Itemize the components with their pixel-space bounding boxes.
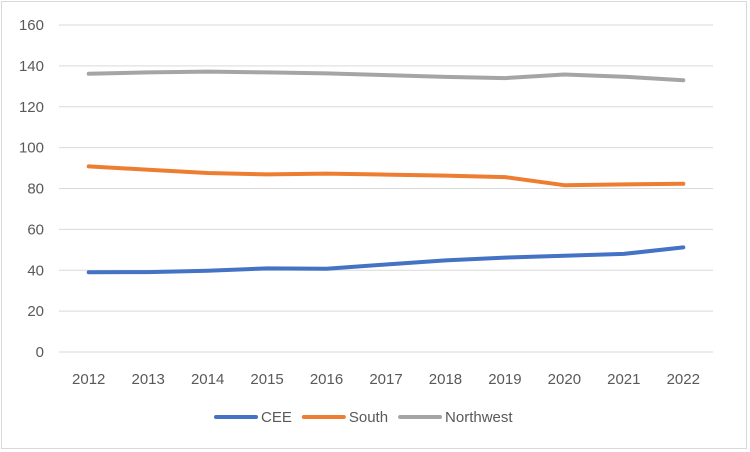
x-tick-label: 2016	[310, 371, 343, 388]
legend: CEE South Northwest	[214, 409, 513, 426]
y-tick-label: 160	[19, 17, 44, 34]
series-line-northwest	[86, 69, 686, 83]
x-tick-label: 2014	[191, 371, 224, 388]
x-tick-label: 2017	[369, 371, 402, 388]
x-tick-label: 2018	[429, 371, 462, 388]
x-tick-label: 2020	[548, 371, 581, 388]
x-axis-ticks: 2012 2013 2014 2015 2016 2017 2018 2019 2020 2021…	[72, 371, 700, 388]
series-line-south	[86, 164, 686, 188]
y-tick-label: 0	[36, 344, 44, 361]
y-tick-label: 40	[27, 262, 44, 279]
y-tick-label: 140	[19, 58, 44, 75]
x-tick-label: 2019	[488, 371, 521, 388]
series-lines	[86, 69, 686, 275]
x-tick-label: 2021	[607, 371, 640, 388]
x-tick-label: 2022	[667, 371, 700, 388]
y-axis-ticks: 0 20 40 60 80 100 120 140 160	[19, 17, 44, 361]
legend-label-south: South	[349, 409, 388, 426]
y-tick-label: 120	[19, 99, 44, 116]
gridlines	[59, 24, 713, 353]
legend-label-northwest: Northwest	[445, 409, 513, 426]
legend-label-cee: CEE	[261, 409, 292, 426]
x-tick-label: 2013	[131, 371, 164, 388]
x-tick-label: 2015	[250, 371, 283, 388]
series-line-cee	[86, 245, 686, 275]
y-tick-label: 20	[27, 303, 44, 320]
y-tick-label: 80	[27, 181, 44, 198]
y-tick-label: 60	[27, 221, 44, 238]
y-tick-label: 100	[19, 140, 44, 157]
x-tick-label: 2012	[72, 371, 105, 388]
